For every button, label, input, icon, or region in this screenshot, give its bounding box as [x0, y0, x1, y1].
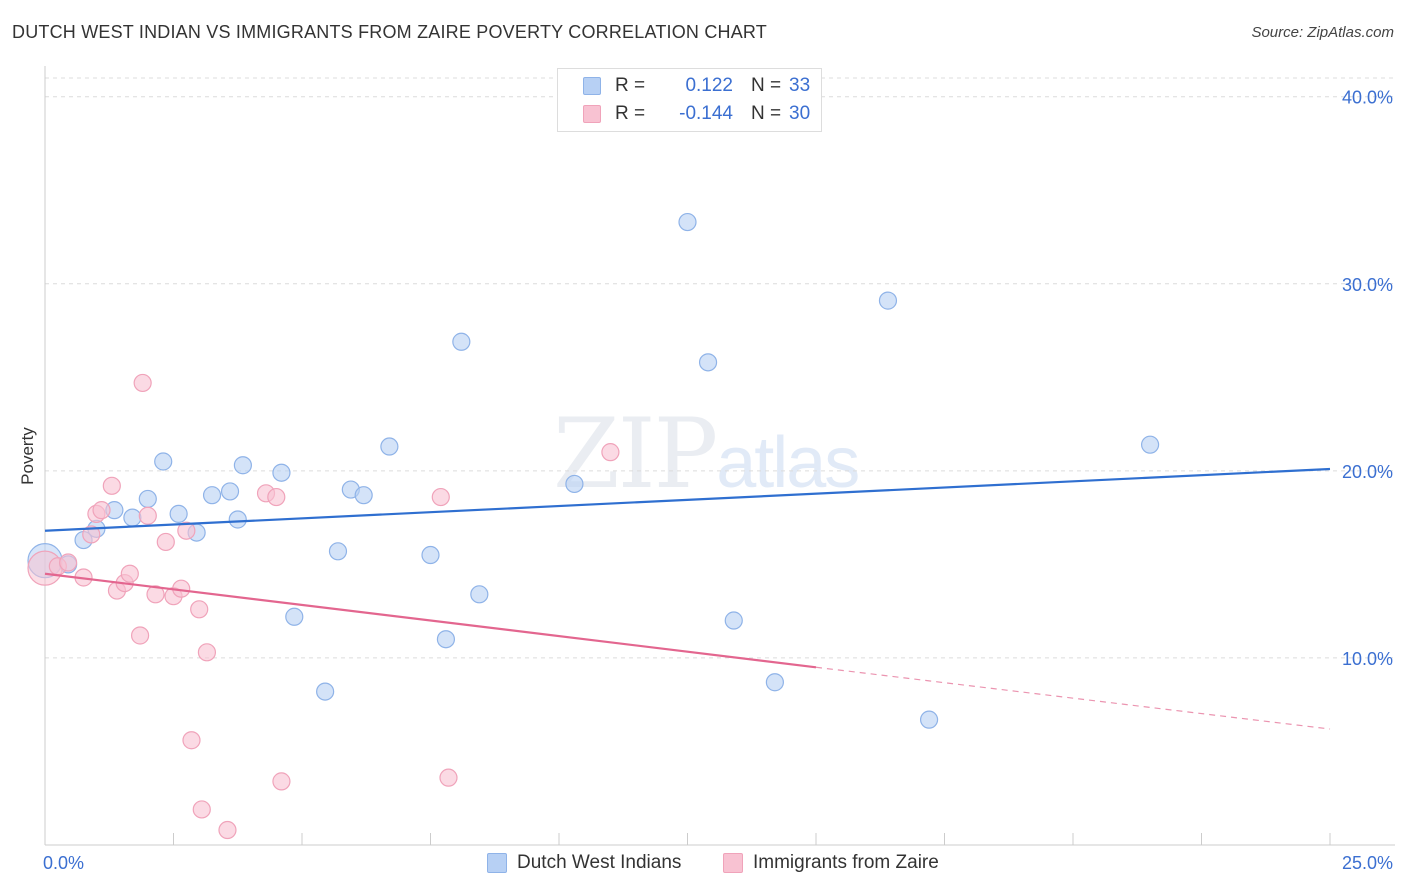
dutch-west-indian-point: [202, 486, 222, 505]
dutch-west-indian-point: [328, 542, 348, 561]
y-tick-label: 20.0%: [1342, 462, 1393, 482]
dutch-west-indian-point: [724, 611, 743, 630]
x-tick-label: 0.0%: [43, 853, 84, 873]
legend-swatch-blue: [487, 853, 507, 873]
dutch-west-indian-point: [123, 508, 142, 527]
n-label: N =: [751, 103, 782, 124]
dutch-west-indian-point: [285, 607, 304, 626]
zaire-immigrant-point: [190, 600, 209, 619]
dutch-west-indian-point: [272, 463, 291, 482]
correlation-legend: R = 0.122 N = 33 R = -0.144 N = 30: [557, 68, 822, 132]
dutch-west-indian-point: [316, 682, 335, 701]
zaire-immigrant-point: [197, 643, 217, 662]
dutch-west-indian-point: [765, 673, 784, 692]
zaire-immigrant-point: [133, 373, 152, 393]
dutch-west-indian-point: [878, 291, 898, 310]
legend-row-immigrants-from-zaire: R = -0.144 N = 30: [558, 99, 810, 129]
legend-swatch-pink: [723, 853, 743, 873]
n-value: 30: [789, 103, 811, 124]
dutch-west-indian-point: [169, 504, 188, 523]
zaire-immigrant-point: [272, 772, 291, 791]
zaire-immigrant-point: [431, 487, 450, 507]
dutch-west-indian-point: [470, 585, 489, 604]
zaire-immigrant-point: [146, 585, 165, 604]
zaire-immigrant-point: [59, 553, 78, 572]
dutch-west-indian-point: [138, 489, 157, 509]
zaire-immigrant-point: [82, 525, 101, 544]
dutch-west-indian-point: [565, 474, 584, 494]
legend-swatch-pink: [583, 105, 601, 123]
dutch-west-indian-point: [698, 353, 718, 372]
zaire-immigrant-point: [218, 820, 237, 840]
dutch-west-indian-point: [436, 630, 456, 649]
dutch-west-indian-point: [678, 212, 697, 232]
y-tick-label: 30.0%: [1342, 275, 1393, 295]
dutch-west-indian-point: [1140, 435, 1160, 454]
zaire-immigrant-point: [130, 626, 150, 645]
trend-line-dutch-west-indians: [44, 467, 1331, 532]
source-label: Source: ZipAtlas.com: [1251, 24, 1394, 41]
zaire-immigrant-point: [120, 564, 139, 583]
y-tick-label: 40.0%: [1342, 88, 1393, 108]
trend-line-extension-immigrants-from-zaire: [815, 666, 1331, 730]
dutch-west-indian-point: [220, 482, 240, 501]
zaire-immigrant-point: [138, 506, 157, 525]
zaire-immigrant-point: [267, 487, 286, 507]
zaire-immigrant-point: [156, 532, 175, 552]
dutch-west-indian-point: [380, 437, 399, 456]
dutch-west-indian-point: [421, 545, 440, 565]
legend-swatch-blue: [583, 77, 601, 95]
dutch-west-indian-point: [919, 710, 939, 729]
r-value: 0.122: [685, 75, 733, 96]
zaire-immigrant-point: [192, 800, 211, 819]
dutch-west-indian-point: [452, 332, 471, 351]
chart-title: DUTCH WEST INDIAN VS IMMIGRANTS FROM ZAI…: [12, 22, 768, 42]
watermark: ZIPatlas: [553, 398, 860, 510]
series-legend: Dutch West Indians Immigrants from Zaire: [0, 852, 1406, 878]
r-label: R =: [615, 75, 646, 96]
dutch-west-indian-point: [354, 486, 373, 505]
n-value: 33: [789, 75, 811, 96]
legend-label: Immigrants from Zaire: [753, 852, 939, 873]
n-label: N =: [751, 75, 782, 96]
legend-row-dutch-west-indians: R = 0.122 N = 33: [558, 71, 810, 101]
y-tick-label: 10.0%: [1342, 649, 1393, 669]
dutch-west-indian-point: [233, 456, 252, 475]
legend-item-dutch-west-indians: Dutch West Indians: [487, 852, 681, 874]
zaire-immigrant-point: [439, 768, 458, 787]
legend-item-immigrants-from-zaire: Immigrants from Zaire: [723, 852, 939, 874]
x-tick-label: 25.0%: [1342, 853, 1393, 873]
dutch-west-indian-point: [228, 510, 247, 529]
zaire-immigrant-point: [102, 476, 121, 495]
r-label: R =: [615, 103, 646, 124]
zaire-immigrant-point: [177, 521, 196, 540]
zaire-immigrant-point: [182, 731, 201, 750]
zaire-immigrant-point: [601, 443, 620, 462]
zaire-immigrant-point: [92, 501, 111, 520]
y-axis-label: Poverty: [18, 427, 37, 485]
trend-line-immigrants-from-zaire: [44, 572, 817, 669]
r-value: -0.144: [679, 103, 733, 124]
dutch-west-indian-point: [154, 452, 173, 471]
legend-label: Dutch West Indians: [517, 852, 682, 873]
